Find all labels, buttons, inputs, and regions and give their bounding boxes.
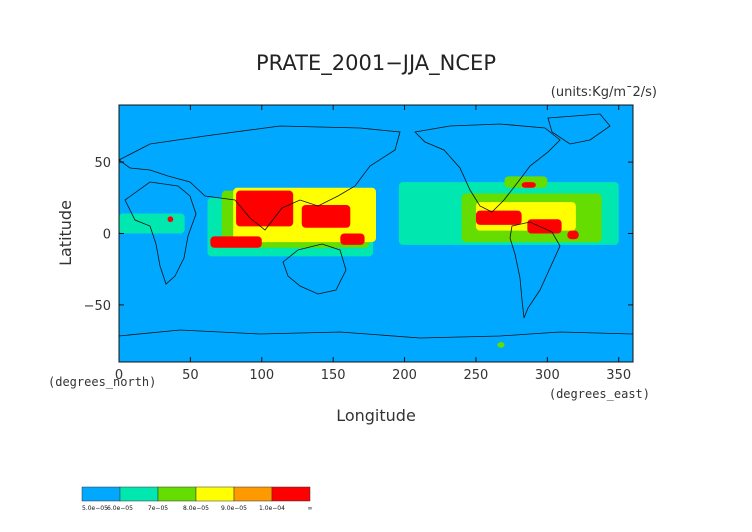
colorbar-swatch-1: [119, 486, 159, 502]
coastline-africa: [124, 181, 197, 285]
colorbar-label-1: 6.0e−05: [107, 505, 133, 512]
precip-region-10: [210, 236, 262, 248]
chart-title: PRATE_2001−JJA_NCEP: [256, 51, 496, 76]
colorbar-label-3: 8.0e−05: [183, 505, 209, 512]
coastline-greenland: [547, 113, 611, 145]
colorbar-label-5: 1.0e−04: [259, 505, 285, 512]
precip-region-9: [301, 204, 351, 228]
x-tick-label-5: 250: [464, 368, 489, 383]
precip-region-12: [475, 210, 522, 225]
precip-region-16: [167, 216, 174, 223]
x-tick-label-3: 150: [321, 368, 346, 383]
units-label: (units:Kg/m¯2/s): [551, 85, 657, 100]
precip-region-15: [521, 182, 536, 188]
coastline-eurasia: [119, 125, 401, 231]
x-unit-note: (degrees_east): [549, 387, 650, 401]
colorbar-label-2: 7e−05: [148, 505, 168, 512]
colorbar-swatch-2: [157, 486, 197, 502]
precip-region-13: [527, 219, 562, 234]
x-axis-ticks: 0 50 100 150 200 250 300 350: [115, 105, 631, 383]
precip-region-11: [340, 233, 365, 245]
y-axis-ticks: 50 0 −50: [84, 156, 633, 314]
colorbar-swatch-3: [195, 486, 235, 502]
coastline-north-america: [414, 123, 561, 213]
y-unit-note: (degrees_north): [48, 375, 156, 389]
colorbar-swatch-4: [233, 486, 273, 502]
coastlines: [119, 113, 633, 362]
x-tick-label-0: 0: [115, 368, 123, 383]
x-tick-label-6: 300: [535, 368, 560, 383]
x-tick-label-2: 100: [249, 368, 274, 383]
x-axis-label: Longitude: [336, 406, 416, 425]
colorbar: 5.0e−05 6.0e−05 7e−05 8.0e−05 9.0e−05 1.0e−04…: [81, 486, 313, 512]
y-axis-label: Latitude: [56, 200, 75, 266]
coastline-south-america: [509, 221, 561, 319]
y-tick-label-1: 0: [103, 228, 111, 243]
x-tick-label-1: 50: [182, 368, 199, 383]
precip-region-17: [497, 342, 505, 348]
coastline-antarctica: [119, 329, 633, 362]
x-tick-label-7: 350: [606, 368, 631, 383]
precip-region-8: [236, 190, 294, 227]
precip-region-14: [567, 230, 579, 240]
coastline-australia: [282, 243, 347, 295]
colorbar-label-0: 5.0e−05: [82, 505, 108, 512]
colorbar-swatch-5: [271, 486, 311, 502]
colorbar-label-6: ∞: [308, 505, 313, 512]
y-tick-label-0: 50: [94, 156, 111, 171]
colorbar-label-4: 9.0e−05: [221, 505, 247, 512]
y-tick-label-2: −50: [84, 299, 111, 314]
colorbar-swatch-0: [81, 486, 121, 502]
x-tick-label-4: 200: [392, 368, 417, 383]
precip-map: [119, 105, 633, 362]
